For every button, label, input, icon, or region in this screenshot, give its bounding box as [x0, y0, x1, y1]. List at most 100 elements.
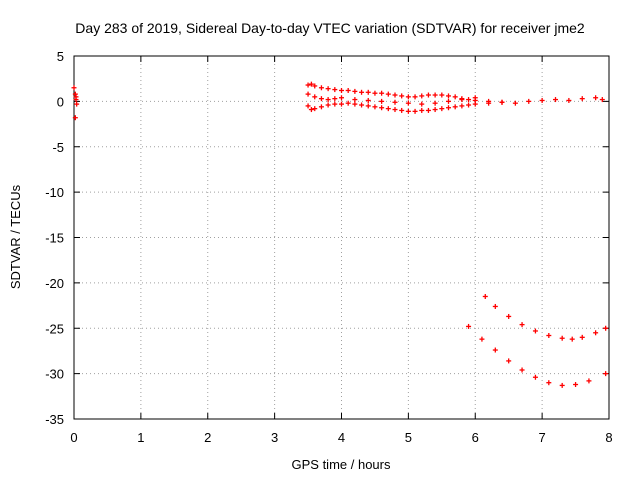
data-point: [73, 94, 79, 100]
data-point: [419, 93, 425, 99]
data-point: [482, 293, 488, 299]
y-tick-label: 5: [57, 49, 64, 64]
data-point: [579, 334, 585, 340]
data-point: [325, 86, 331, 92]
x-tick-label: 6: [472, 430, 479, 445]
data-point: [359, 89, 365, 95]
data-point: [519, 322, 525, 328]
data-point: [512, 100, 518, 106]
data-point: [479, 336, 485, 342]
data-point: [599, 97, 605, 103]
data-point: [532, 328, 538, 334]
data-point: [352, 88, 358, 94]
y-tick-label: -5: [52, 140, 64, 155]
data-point: [365, 89, 371, 95]
series-lower-descending-arc: [466, 323, 609, 388]
data-point: [466, 323, 472, 329]
data-point: [432, 92, 438, 98]
data-point: [603, 325, 609, 331]
y-tick-label: -15: [45, 231, 64, 246]
data-point: [593, 330, 599, 336]
data-point: [392, 92, 398, 98]
x-tick-label: 0: [70, 430, 77, 445]
x-tick-label: 7: [539, 430, 546, 445]
data-point: [399, 93, 405, 99]
data-point: [446, 93, 451, 99]
data-point: [318, 104, 324, 110]
data-point: [539, 97, 545, 103]
data-point: [332, 101, 338, 107]
data-point: [546, 333, 552, 339]
data-point: [332, 87, 338, 93]
data-point: [499, 99, 505, 105]
data-point: [466, 102, 472, 108]
x-tick-label: 3: [271, 430, 278, 445]
x-tick-label: 1: [137, 430, 144, 445]
data-point: [379, 90, 385, 96]
data-point: [569, 336, 575, 342]
data-point: [526, 98, 532, 104]
data-point: [352, 97, 358, 103]
y-tick-label: 0: [57, 94, 64, 109]
data-point: [492, 347, 498, 353]
data-point: [472, 95, 478, 101]
series-upper-descending-arc: [482, 293, 609, 342]
data-point: [412, 94, 418, 100]
data-point: [312, 94, 318, 100]
data-point: [452, 104, 458, 110]
data-point: [405, 100, 411, 106]
data-point: [332, 96, 338, 102]
data-point: [603, 371, 609, 377]
data-point: [365, 97, 371, 103]
y-tick-label: -25: [45, 321, 64, 336]
data-point: [546, 380, 552, 386]
x-tick-label: 8: [605, 430, 612, 445]
data-point: [318, 96, 324, 102]
data-point: [385, 106, 391, 112]
data-point: [318, 85, 324, 91]
data-point: [74, 101, 80, 107]
data-point: [566, 97, 572, 103]
data-point: [446, 105, 451, 111]
data-point: [506, 313, 512, 319]
y-axis-label: SDTVAR / TECUs: [8, 184, 23, 289]
data-point: [405, 108, 411, 114]
data-point: [339, 101, 344, 107]
data-point: [392, 99, 398, 105]
data-point: [72, 91, 78, 97]
data-point: [305, 91, 311, 97]
data-point: [365, 103, 371, 109]
data-point: [305, 82, 311, 88]
data-point: [492, 303, 498, 309]
data-point: [325, 102, 331, 108]
data-point: [432, 100, 438, 106]
series-satellite-arcs-near-zero: [71, 81, 605, 121]
y-tick-label: -20: [45, 276, 64, 291]
data-point: [339, 87, 344, 93]
data-point: [573, 382, 579, 388]
data-point: [419, 101, 425, 107]
data-point: [72, 115, 78, 121]
data-point: [385, 91, 391, 97]
data-point: [559, 335, 565, 341]
data-point: [308, 81, 314, 87]
data-point: [372, 90, 378, 96]
data-point: [553, 97, 558, 103]
data-point: [339, 95, 344, 101]
tick-labels: 0 1 2 3 4 5 6 7 8 -35 -30 -25 -20 -15 -10 -5 0 5: [45, 49, 612, 445]
data-point: [379, 98, 385, 104]
data-point: [446, 98, 451, 104]
data-point: [325, 97, 331, 103]
y-tick-label: -10: [45, 185, 64, 200]
data-point: [352, 101, 358, 107]
data-point: [486, 100, 492, 106]
x-axis-label: GPS time / hours: [292, 457, 391, 472]
data-point: [459, 97, 465, 103]
data-point: [308, 107, 314, 113]
data-point: [379, 105, 385, 111]
data-point: [345, 100, 351, 106]
data-point: [459, 103, 465, 109]
data-point: [586, 378, 592, 384]
data-point: [432, 107, 438, 113]
